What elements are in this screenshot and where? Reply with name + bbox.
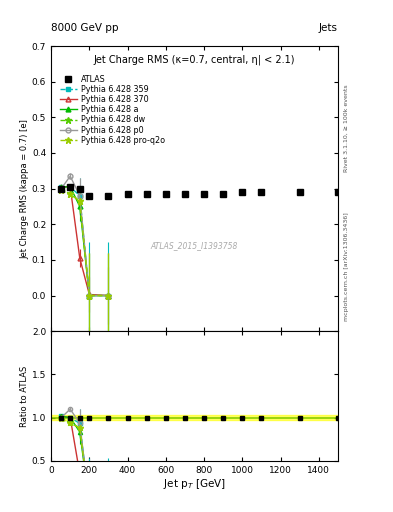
Text: Jets: Jets bbox=[319, 23, 338, 33]
Text: 8000 GeV pp: 8000 GeV pp bbox=[51, 23, 119, 33]
Legend: ATLAS, Pythia 6.428 359, Pythia 6.428 370, Pythia 6.428 a, Pythia 6.428 dw, Pyth: ATLAS, Pythia 6.428 359, Pythia 6.428 37… bbox=[58, 73, 166, 146]
X-axis label: Jet p$_{T}$ [GeV]: Jet p$_{T}$ [GeV] bbox=[163, 477, 226, 492]
Y-axis label: Ratio to ATLAS: Ratio to ATLAS bbox=[20, 366, 29, 426]
Text: mcplots.cern.ch [arXiv:1306.3436]: mcplots.cern.ch [arXiv:1306.3436] bbox=[344, 212, 349, 321]
Text: Jet Charge RMS (κ=0.7, central, η| < 2.1): Jet Charge RMS (κ=0.7, central, η| < 2.1… bbox=[94, 55, 295, 65]
Y-axis label: Jet Charge RMS (kappa = 0.7) [e]: Jet Charge RMS (kappa = 0.7) [e] bbox=[20, 119, 29, 259]
Text: Rivet 3.1.10, ≥ 100k events: Rivet 3.1.10, ≥ 100k events bbox=[344, 84, 349, 172]
Text: ATLAS_2015_I1393758: ATLAS_2015_I1393758 bbox=[151, 241, 238, 250]
Bar bbox=[51, 415, 338, 420]
